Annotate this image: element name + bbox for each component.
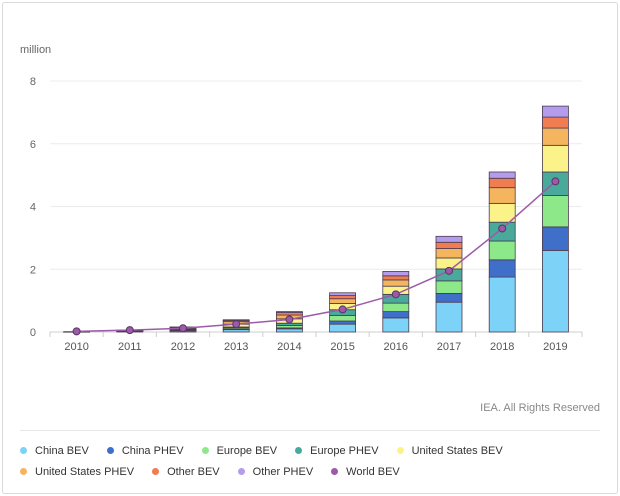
world-bev-point[interactable]	[338, 305, 347, 314]
y-tick-label: 6	[30, 139, 36, 151]
legend-label: Other BEV	[167, 465, 220, 478]
bar-segment[interactable]	[488, 276, 516, 333]
world-bev-point[interactable]	[498, 224, 507, 233]
bar-segment[interactable]	[488, 187, 516, 204]
legend-item[interactable]: United States PHEV	[20, 466, 134, 478]
world-bev-point[interactable]	[391, 290, 400, 299]
legend-item[interactable]: Europe BEV	[201, 444, 278, 457]
bar-segment[interactable]	[382, 317, 410, 333]
credit-text: IEA. All Rights Reserved	[480, 402, 600, 414]
legend-label: Other PHEV	[252, 465, 314, 478]
y-axis-unit-label: million	[20, 44, 52, 56]
bar-segment[interactable]	[382, 311, 410, 319]
bar-segment[interactable]	[488, 202, 516, 223]
bar-segment[interactable]	[542, 127, 569, 146]
bar-segment[interactable]	[542, 226, 569, 251]
bar-segment[interactable]	[488, 177, 516, 189]
bar-segment[interactable]	[488, 259, 516, 278]
legend-swatch-icon	[331, 468, 339, 475]
bar-segment[interactable]	[275, 311, 303, 313]
bar-segment[interactable]	[435, 280, 463, 294]
bar-segment[interactable]	[329, 295, 357, 300]
x-tick-label: 2019	[543, 341, 567, 353]
bar-segment[interactable]	[542, 195, 569, 228]
bar-segment[interactable]	[329, 323, 357, 333]
legend-item[interactable]: World BEV	[331, 466, 400, 478]
x-tick-label: 2013	[224, 341, 248, 353]
bar-segment[interactable]	[382, 271, 410, 277]
legend-swatch-icon	[152, 468, 160, 475]
legend-label: China BEV	[35, 444, 89, 457]
legend-item[interactable]: Other PHEV	[237, 465, 314, 478]
world-bev-line	[76, 180, 556, 333]
legend-label: World BEV	[346, 465, 400, 478]
bar-segment[interactable]	[542, 105, 569, 118]
legend-label: United States PHEV	[35, 465, 135, 478]
bar-segment[interactable]	[382, 279, 410, 287]
x-tick-label: 2017	[437, 341, 461, 353]
bar-segment[interactable]	[329, 314, 357, 322]
legend-row: China BEV China PHEV Europe BEV Europe PHEV…	[20, 440, 610, 461]
world-bev-point[interactable]	[551, 177, 560, 186]
world-bev-point[interactable]	[179, 324, 187, 333]
legend-label: Europe PHEV	[310, 444, 379, 457]
world-bev-point[interactable]	[285, 315, 294, 324]
y-tick-label: 0	[30, 327, 36, 339]
bar-segment[interactable]	[488, 240, 516, 261]
chart-legend: China BEV China PHEV Europe BEV Europe PHEV…	[20, 440, 610, 482]
legend-item[interactable]: China BEV	[20, 445, 89, 457]
bar-segment[interactable]	[435, 235, 463, 243]
legend-item[interactable]: China PHEV	[106, 444, 184, 457]
legend-swatch-icon	[237, 468, 245, 475]
y-tick-label: 8	[30, 76, 36, 88]
legend-item[interactable]: Europe PHEV	[295, 444, 379, 457]
bar-segment[interactable]	[382, 302, 410, 313]
legend-swatch-icon	[396, 447, 404, 454]
bar-segment[interactable]	[435, 293, 463, 303]
world-bev-point[interactable]	[232, 320, 241, 329]
world-bev-point[interactable]	[125, 326, 134, 335]
world-bev-point[interactable]	[72, 327, 81, 336]
bar-segment[interactable]	[542, 116, 569, 129]
x-tick-label: 2018	[490, 341, 514, 353]
legend-label: Europe BEV	[216, 444, 278, 457]
bar-segment[interactable]	[542, 144, 569, 173]
legend-swatch-icon	[201, 447, 209, 454]
x-tick-label: 2016	[384, 341, 408, 353]
legend-item[interactable]: Other BEV	[152, 466, 220, 478]
legend-divider	[20, 430, 600, 431]
bar-segment[interactable]	[329, 298, 357, 304]
world-bev-point[interactable]	[445, 266, 453, 275]
x-tick-label: 2014	[277, 341, 301, 353]
bar-segment[interactable]	[488, 171, 516, 179]
x-tick-label: 2010	[64, 341, 88, 353]
bar-segment[interactable]	[275, 328, 303, 333]
legend-swatch-icon	[20, 447, 27, 454]
bar-segment[interactable]	[329, 292, 357, 297]
x-tick-label: 2012	[171, 341, 195, 353]
x-tick-label: 2011	[118, 341, 142, 353]
bar-segment[interactable]	[382, 275, 410, 281]
bar-segment[interactable]	[329, 320, 357, 325]
x-tick-label: 2015	[330, 341, 354, 353]
bar-segment[interactable]	[435, 248, 463, 259]
legend-row: United States PHEV Other BEV Other PHEV Wor…	[20, 461, 610, 482]
bar-segment[interactable]	[435, 301, 463, 333]
stacked-bar-chart: 0 2 4 6 8 2010 2011 2012 2013 2014 2015 2016 2017 201…	[30, 76, 583, 353]
legend-label: United States BEV	[411, 444, 503, 457]
legend-swatch-icon	[106, 447, 114, 454]
bar-segment[interactable]	[435, 241, 463, 249]
y-tick-label: 2	[30, 264, 36, 276]
legend-swatch-icon	[20, 468, 27, 475]
legend-item[interactable]: United States BEV	[396, 444, 503, 457]
legend-swatch-icon	[295, 447, 303, 454]
bar-segment[interactable]	[542, 250, 569, 333]
y-tick-label: 4	[30, 202, 36, 214]
legend-label: China PHEV	[121, 444, 184, 457]
